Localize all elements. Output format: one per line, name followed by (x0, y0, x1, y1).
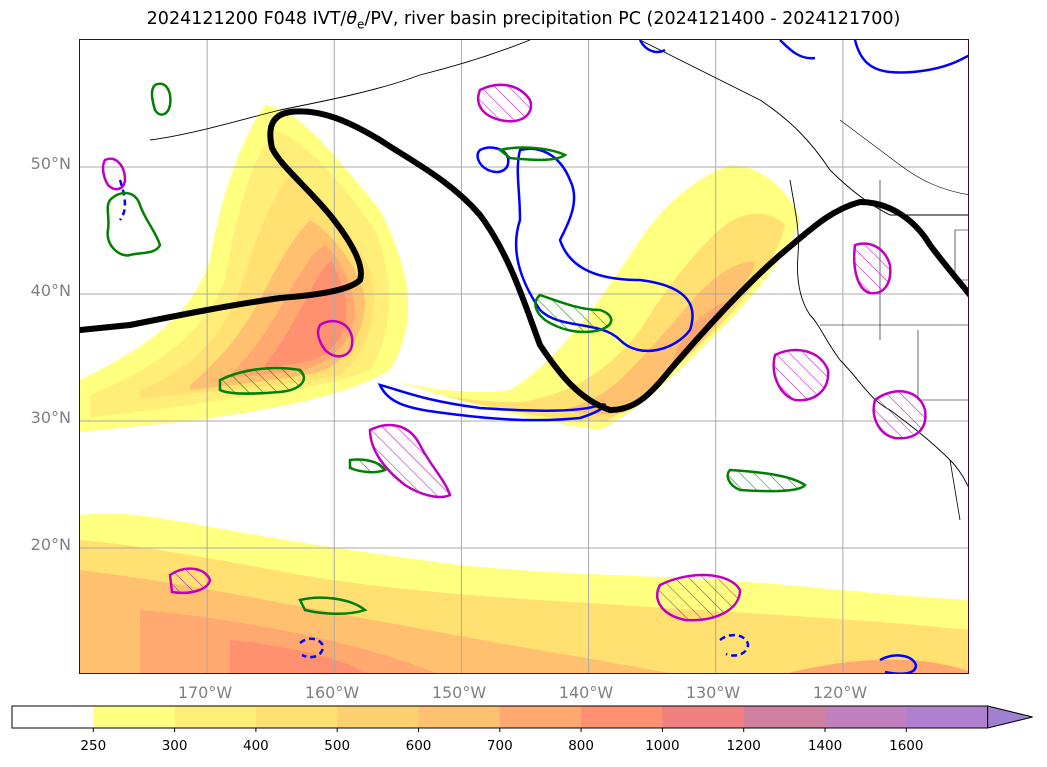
colorbar-cell (906, 706, 989, 728)
colorbar-tick-label: 1000 (645, 738, 680, 754)
graticule (80, 40, 968, 673)
lat-label-20n: 20°N (30, 535, 71, 554)
lat-label-30n: 30°N (30, 408, 71, 427)
colorbar-extend-arrow (987, 705, 1033, 729)
map-panel (79, 39, 969, 674)
lon-label-160w: 160°W (304, 683, 360, 702)
colorbar-tick-label: 400 (243, 738, 269, 754)
colorbar-border (11, 705, 989, 729)
colorbar-tick-label: 1200 (726, 738, 761, 754)
colorbar-tick-label: 600 (405, 738, 432, 754)
precip-pc-contours (101, 83, 927, 622)
lat-label-40n: 40°N (30, 281, 71, 300)
map-canvas (80, 40, 968, 673)
colorbar-cell (581, 706, 663, 728)
colorbar-cell (174, 706, 257, 728)
coastlines (149, 40, 968, 521)
colorbar-tick-label: 500 (324, 738, 351, 754)
ivt-plume-south (80, 513, 968, 673)
colorbar-cell (337, 706, 419, 728)
colorbar-tick-label: 1600 (889, 738, 924, 754)
lat-label-50n: 50°N (30, 154, 71, 173)
colorbar-cell (93, 706, 176, 728)
colorbar-cell (12, 706, 94, 728)
lon-label-150w: 150°W (431, 683, 487, 702)
colorbar-cell (418, 706, 501, 728)
colorbar-tick-label: 1400 (807, 738, 843, 754)
colorbar-cell (499, 706, 582, 728)
lon-label-120w: 120°W (812, 683, 868, 702)
colorbar-tick-label: 300 (161, 738, 188, 754)
colorbar-cell (662, 706, 745, 728)
colorbar-tick-label: 700 (486, 738, 513, 754)
colorbar-cell (825, 706, 907, 728)
colorbar-cell (255, 706, 338, 728)
pv-contour (80, 108, 968, 414)
lon-label-130w: 130°W (685, 683, 741, 702)
lon-label-170w: 170°W (177, 683, 233, 702)
colorbar-tick-label: 250 (80, 738, 107, 754)
lon-label-140w: 140°W (558, 683, 614, 702)
map-title: 2024121200 F048 IVT/θe/PV, river basin p… (146, 9, 901, 32)
colorbar-tick-label: 800 (568, 738, 594, 754)
colorbar-cell (743, 706, 826, 728)
theta-green-contours (106, 82, 807, 615)
